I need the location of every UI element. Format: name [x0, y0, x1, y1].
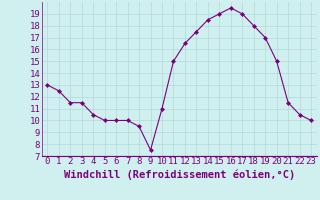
X-axis label: Windchill (Refroidissement éolien,°C): Windchill (Refroidissement éolien,°C) [64, 169, 295, 180]
